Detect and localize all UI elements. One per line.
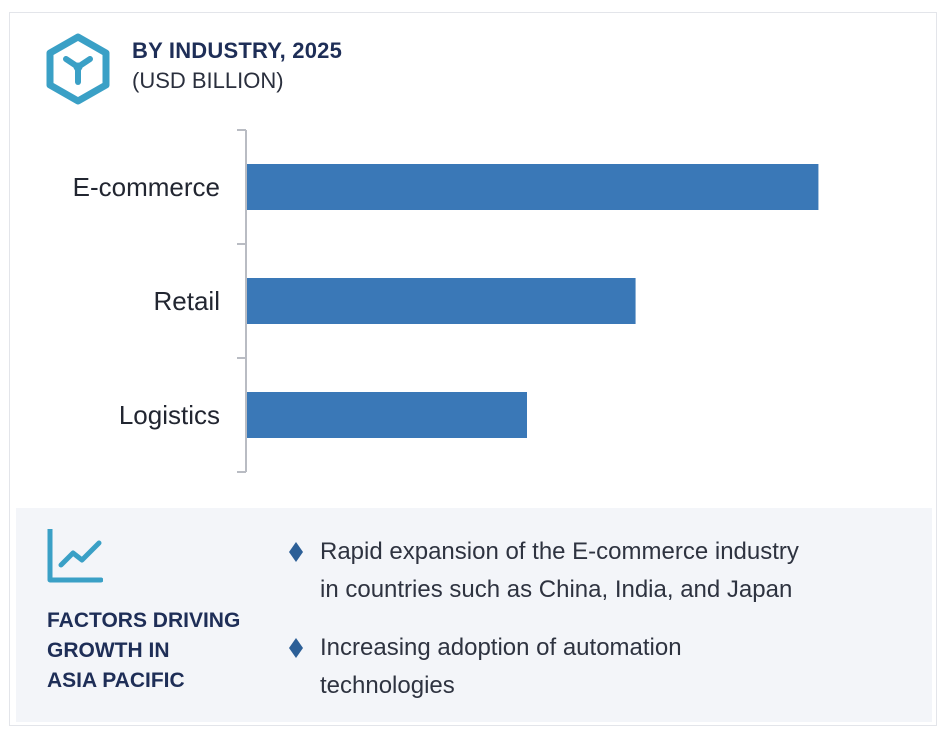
factors-panel	[16, 508, 932, 722]
bar-chart: E-commerce Retail Logistics	[73, 129, 819, 473]
factor-text-line: in countries such as China, India, and J…	[320, 576, 793, 603]
chart-title: BY INDUSTRY, 2025	[132, 38, 343, 63]
factor-text: Rapid expansion of the E-commerce indust…	[320, 533, 908, 609]
trend-line-icon	[47, 529, 103, 583]
factor-text: Increasing adoption of automation techno…	[320, 629, 908, 705]
category-label: Retail	[154, 286, 220, 316]
factors-heading-line: ASIA PACIFIC	[47, 669, 185, 692]
bar-retail	[247, 278, 636, 324]
bar-e-commerce	[247, 164, 819, 210]
factor-item: Increasing adoption of automation techno…	[288, 629, 908, 705]
factors-heading-line: GROWTH IN	[47, 639, 170, 662]
factors-heading-line: FACTORS DRIVING	[47, 609, 241, 632]
category-label: Logistics	[119, 400, 220, 430]
diamond-bullet-icon	[289, 638, 303, 658]
chart-subtitle: (USD BILLION)	[132, 68, 284, 93]
diamond-bullet-icon	[289, 542, 303, 562]
factor-text-line: Increasing adoption of automation	[320, 634, 682, 661]
factors-heading: FACTORS DRIVING GROWTH IN ASIA PACIFIC	[47, 606, 277, 696]
hexagon-y-icon	[46, 33, 110, 105]
category-label: E-commerce	[73, 172, 220, 202]
factor-item: Rapid expansion of the E-commerce indust…	[288, 533, 908, 609]
factor-text-line: technologies	[320, 672, 455, 699]
factor-text-line: Rapid expansion of the E-commerce indust…	[320, 538, 799, 565]
bar-logistics	[247, 392, 527, 438]
